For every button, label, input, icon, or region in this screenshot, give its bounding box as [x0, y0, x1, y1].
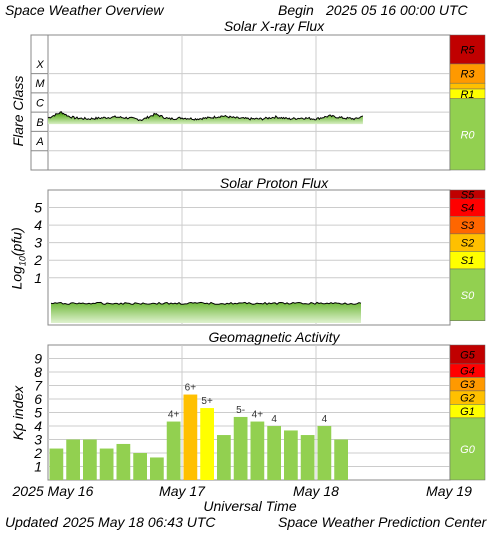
swpc-credit: Space Weather Prediction Center [278, 514, 487, 530]
updated-time: 2025 May 18 06:43 UTC [63, 514, 216, 530]
overview-title: Space Weather Overview [5, 2, 164, 18]
geomag-scale-label: G2 [460, 393, 475, 405]
proton-scale-label: S5 [461, 189, 475, 201]
proton-scale-label: S2 [461, 238, 474, 250]
begin-date: 2025 05 16 00:00 UTC [326, 2, 468, 18]
kp-bar [66, 439, 80, 480]
kp-bar [334, 439, 348, 480]
geomag-scale-label: G3 [460, 379, 476, 391]
proton-panel: 1 23 45 S5 S4 S3 S2 S1 S0 [33, 189, 486, 326]
xray-class-label: C [36, 98, 44, 110]
kp-tick-label: 5 [34, 405, 42, 421]
kp-bar-label: 4 [322, 414, 328, 425]
x-tick-label: May 17 [159, 483, 206, 499]
proton-title: Solar Proton Flux [219, 175, 329, 191]
kp-bar [183, 394, 198, 480]
xray-scale-label: R3 [460, 69, 475, 81]
kp-bar [217, 435, 231, 480]
geomag-scale-label: G0 [460, 444, 476, 456]
kp-bar [300, 435, 315, 480]
xray-class-label: A [35, 136, 43, 148]
kp-tick-label: 7 [34, 378, 43, 394]
kp-bar-label: 5+ [201, 396, 213, 407]
xray-plot-frame [47, 34, 451, 171]
kp-bar-label: 4 [271, 414, 277, 425]
xray-class-label: X [35, 59, 44, 71]
xray-flux-line [47, 111, 364, 122]
updated-label: Updated [5, 514, 58, 530]
kp-bar [133, 453, 147, 480]
proton-flux-area [51, 302, 361, 323]
kp-bar [99, 448, 114, 480]
kp-bar [284, 430, 298, 480]
xray-scale-label: R0 [460, 129, 475, 141]
proton-scale-label: S0 [461, 290, 475, 302]
kp-bar-label: 5- [236, 405, 245, 416]
xray-scale-label: R5 [460, 44, 475, 56]
proton-tick-label: 4 [34, 217, 42, 233]
geomag-scale-label: G5 [460, 349, 476, 361]
kp-tick-label: 2 [33, 445, 42, 461]
kp-bar-label: 4+ [168, 410, 180, 421]
kp-bar [150, 457, 164, 480]
proton-scale-label: S4 [461, 203, 474, 215]
kp-tick-label: 4 [34, 418, 42, 434]
proton-tick-label: 1 [34, 270, 42, 286]
x-tick-label: May 18 [293, 483, 339, 499]
kp-bar [317, 426, 332, 480]
geomag-scale-cell [449, 417, 486, 481]
kp-tick-label: 6 [34, 391, 42, 407]
proton-scale-label: S1 [461, 255, 474, 267]
xray-title: Solar X-ray Flux [223, 18, 325, 34]
xray-scale-cell [449, 98, 486, 171]
kp-bar [200, 408, 214, 480]
kp-bar-label: 4+ [252, 410, 264, 421]
kp-bar [83, 439, 97, 480]
kp-tick-label: 8 [34, 364, 42, 380]
kp-tick-label: 3 [34, 432, 42, 448]
kp-tick-label: 1 [34, 459, 42, 475]
proton-scale-label: S3 [461, 220, 475, 232]
geomag-scale-label: G1 [460, 406, 475, 418]
xray-class-column [30, 34, 49, 171]
kp-bar-label: 6+ [185, 383, 197, 394]
proton-flux-line [50, 301, 362, 305]
xray-scale-cell [449, 34, 486, 65]
xray-class-label: B [36, 117, 43, 129]
proton-scale-cell [449, 268, 486, 321]
kp-bar [166, 421, 181, 480]
kp-bar [49, 448, 64, 480]
x-tick-label: 2025 May 16 [12, 483, 94, 499]
kp-bar [267, 426, 281, 480]
x-tick-label: May 19 [426, 483, 472, 499]
kp-bar [250, 421, 265, 480]
proton-tick-label: 2 [33, 252, 42, 268]
xray-scale-label: R1 [460, 89, 474, 101]
proton-tick-label: 3 [34, 235, 42, 251]
proton-tick-label: 5 [34, 200, 42, 216]
geomag-scale-label: G4 [460, 366, 475, 378]
kp-bar [233, 416, 248, 480]
geomag-title: Geomagnetic Activity [208, 329, 340, 345]
xray-class-label: M [35, 78, 45, 90]
kp-bar [116, 443, 131, 480]
begin-label: Begin [278, 2, 314, 18]
kp-tick-label: 9 [34, 351, 42, 367]
x-axis-title: Universal Time [203, 498, 297, 514]
